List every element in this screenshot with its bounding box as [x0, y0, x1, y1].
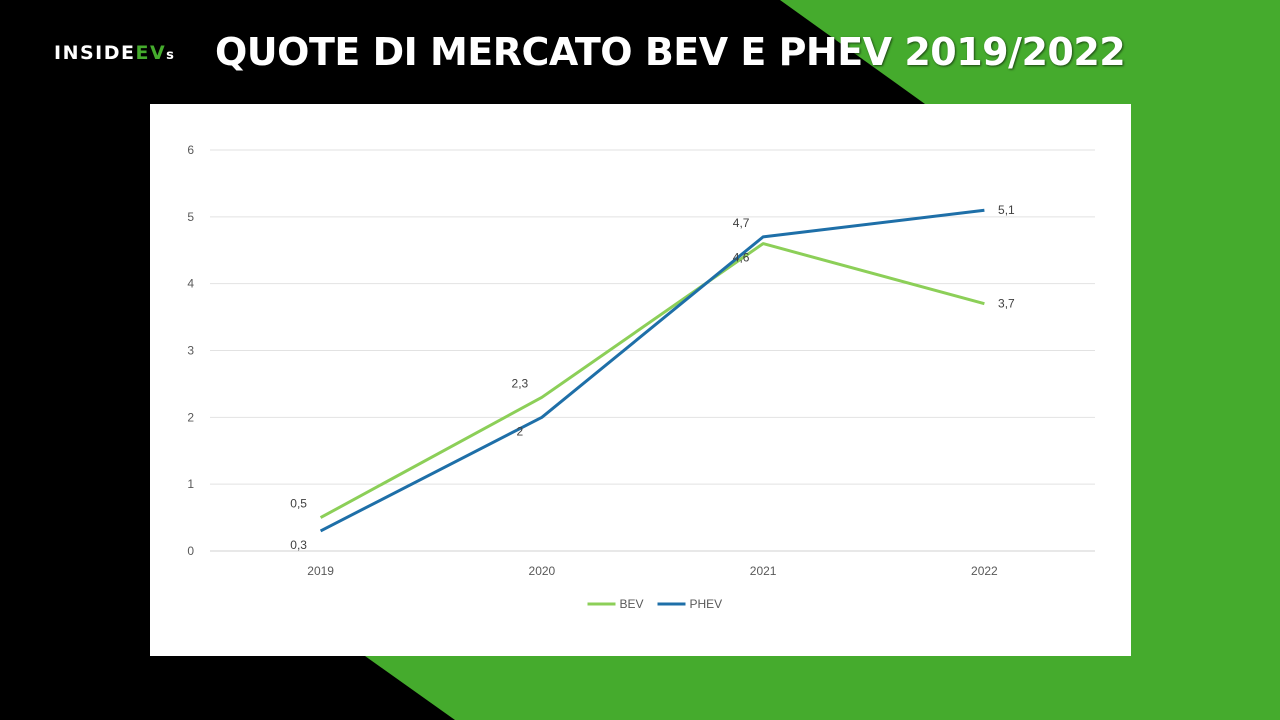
background-green-shape	[365, 0, 1280, 720]
logo-text-accent: EV	[135, 42, 167, 64]
chart-panel: 0 1 2 3 4 5 6 2019 2020 2021 2022 0,5 2,3 4,6 3,7 0,3 2 4…	[150, 104, 1131, 656]
data-label: 4,6	[733, 251, 750, 265]
data-label: 0,5	[290, 497, 307, 511]
insideevs-logo: INSIDEEVs	[54, 42, 174, 64]
logo-text-suffix: s	[166, 48, 174, 63]
x-tick-label: 2022	[971, 564, 998, 578]
page-title: QUOTE DI MERCATO BEV E PHEV 2019/2022	[215, 30, 1126, 74]
data-label: 2	[517, 424, 524, 438]
legend-label-phev: PHEV	[690, 597, 723, 611]
logo-text-main: INSIDE	[54, 42, 136, 64]
page-title-years: 2019/2022	[904, 30, 1126, 74]
data-label: 5,1	[998, 203, 1015, 217]
x-tick-label: 2020	[529, 564, 556, 578]
page-title-main: QUOTE DI MERCATO BEV E PHEV	[215, 30, 905, 74]
x-tick-label: 2019	[307, 564, 334, 578]
data-label: 4,7	[733, 216, 750, 230]
data-label: 0,3	[290, 538, 307, 552]
y-tick-label: 4	[187, 277, 194, 291]
y-tick-label: 2	[187, 410, 194, 424]
y-tick-label: 5	[187, 210, 194, 224]
data-label: 2,3	[512, 376, 529, 390]
legend-label-bev: BEV	[620, 597, 644, 611]
line-chart: 0 1 2 3 4 5 6 2019 2020 2021 2022 0,5 2,3 4,6 3,7 0,3 2 4…	[187, 143, 1095, 611]
y-tick-label: 6	[187, 143, 194, 157]
x-tick-label: 2021	[750, 564, 777, 578]
series-line-phev	[319, 208, 985, 533]
y-tick-label: 3	[187, 344, 194, 358]
data-label: 3,7	[998, 297, 1015, 311]
series-line-bev	[319, 242, 985, 519]
y-tick-label: 1	[187, 477, 194, 491]
y-tick-label: 0	[187, 544, 194, 558]
